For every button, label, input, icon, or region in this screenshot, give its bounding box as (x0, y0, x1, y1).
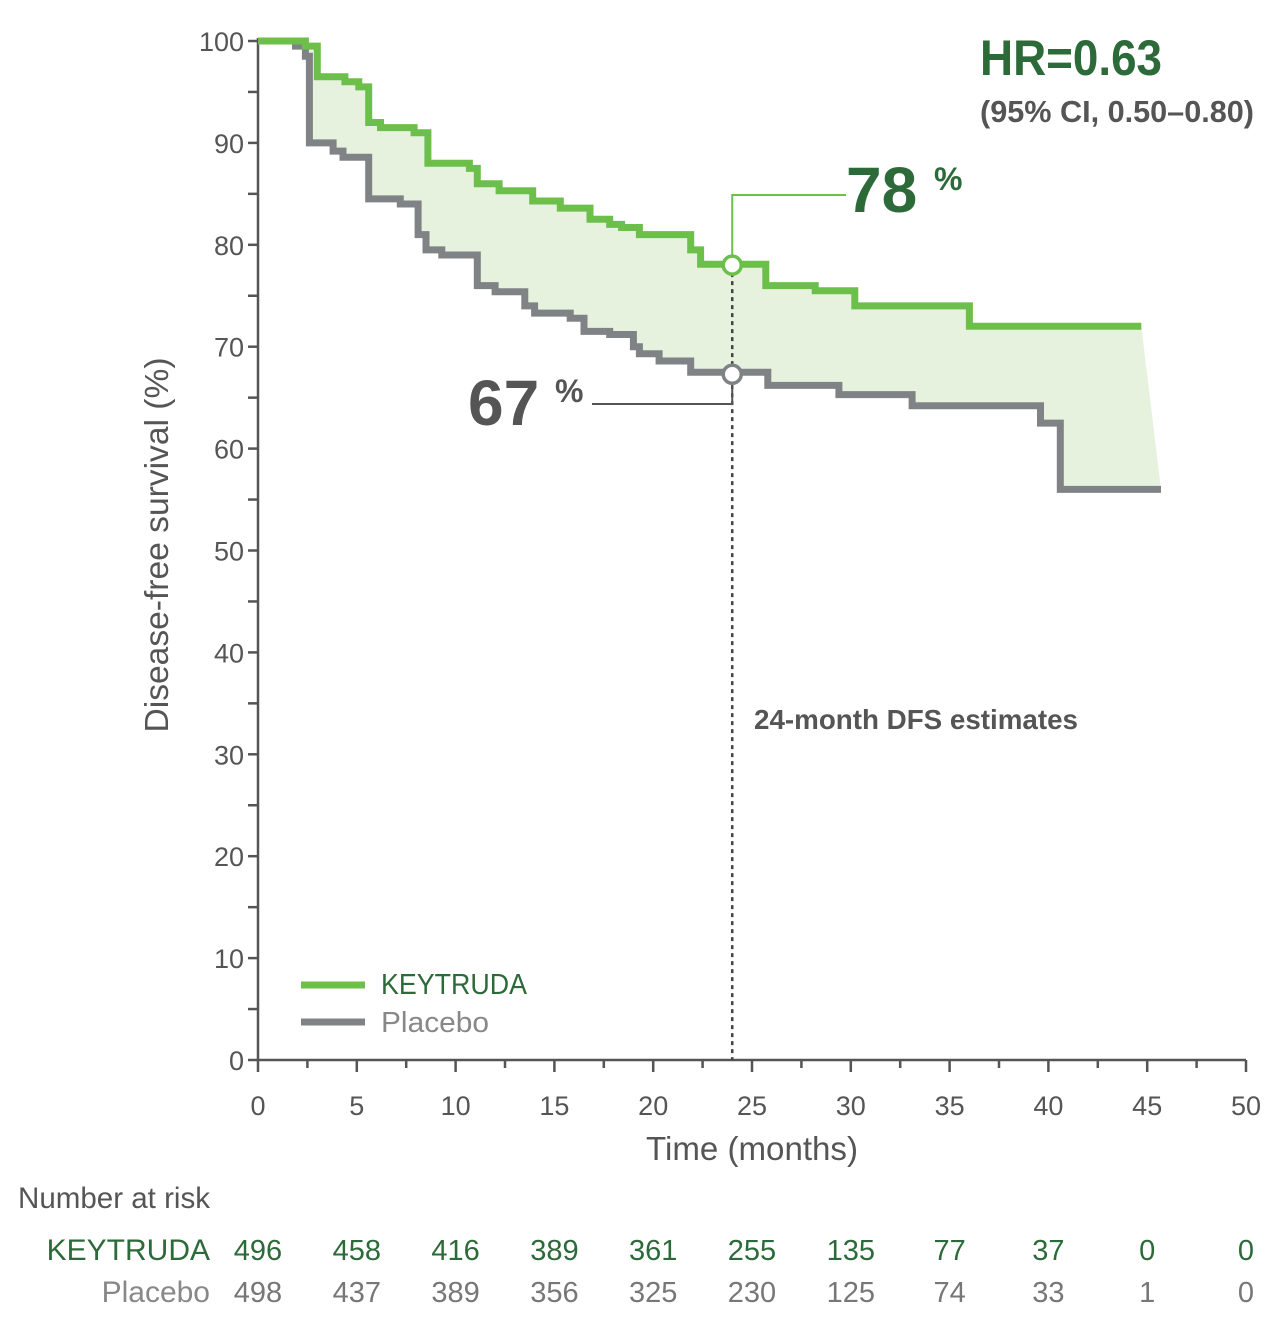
y-axis-label: Disease-free survival (%) (138, 358, 175, 733)
risk-value: 77 (933, 1235, 965, 1267)
x-tick-label: 0 (250, 1091, 265, 1121)
risk-table-title: Number at risk (18, 1182, 211, 1215)
risk-value: 0 (1238, 1235, 1254, 1267)
hr-ci: (95% CI, 0.50–0.80) (980, 94, 1254, 129)
x-tick-label: 40 (1033, 1091, 1063, 1121)
risk-value: 389 (530, 1235, 578, 1267)
y-tick-label: 60 (214, 435, 244, 465)
keytruda-24m-marker (721, 254, 743, 276)
y-tick-label: 50 (214, 537, 244, 567)
risk-value: 135 (827, 1235, 875, 1267)
legend-placebo-label: Placebo (381, 1007, 489, 1039)
x-tick-label: 10 (441, 1091, 471, 1121)
estimate-label: 24-month DFS estimates (754, 704, 1078, 735)
risk-value: 230 (728, 1277, 776, 1309)
risk-value: 1 (1139, 1277, 1155, 1309)
risk-value: 255 (728, 1235, 776, 1267)
risk-value: 416 (431, 1235, 479, 1267)
risk-value: 389 (431, 1277, 479, 1309)
keytruda-estimate-value: 78 (846, 154, 917, 226)
legend-keytruda-label: KEYTRUDA (381, 969, 528, 1001)
placebo-estimate-value: 67 (468, 367, 539, 439)
risk-value: 437 (333, 1277, 381, 1309)
keytruda-curve (258, 37, 1142, 330)
x-tick-label: 35 (935, 1091, 965, 1121)
keytruda-estimate-leader (731, 194, 846, 266)
risk-value: 74 (933, 1277, 965, 1309)
placebo-curve (258, 37, 1161, 493)
y-tick-label: 80 (214, 231, 244, 261)
x-tick-label: 20 (638, 1091, 668, 1121)
y-tick-label: 0 (229, 1046, 244, 1076)
risk-value: 0 (1139, 1235, 1155, 1267)
risk-value: 125 (827, 1277, 875, 1309)
y-tick-label: 30 (214, 740, 244, 770)
risk-value: 361 (629, 1235, 677, 1267)
x-tick-label: 15 (539, 1091, 569, 1121)
y-tick-label: 70 (214, 333, 244, 363)
risk-value: 33 (1032, 1277, 1064, 1309)
risk-value: 496 (234, 1235, 282, 1267)
risk-value: 498 (234, 1277, 282, 1309)
placebo-24m-marker (721, 363, 743, 385)
y-tick-label: 20 (214, 842, 244, 872)
x-axis-label: Time (months) (646, 1130, 858, 1167)
x-tick-label: 30 (836, 1091, 866, 1121)
keytruda-estimate-unit: % (934, 161, 962, 197)
risk-value: 37 (1032, 1235, 1064, 1267)
x-tick-label: 45 (1132, 1091, 1162, 1121)
risk-value: 356 (530, 1277, 578, 1309)
risk-row-label: Placebo (102, 1276, 210, 1309)
risk-value: 325 (629, 1277, 677, 1309)
y-tick-label: 10 (214, 944, 244, 974)
x-tick-label: 5 (349, 1091, 364, 1121)
risk-row-label: KEYTRUDA (47, 1234, 210, 1267)
hr-value: HR=0.63 (980, 30, 1162, 86)
risk-value: 0 (1238, 1277, 1254, 1309)
y-tick-label: 40 (214, 638, 244, 668)
x-tick-label: 25 (737, 1091, 767, 1121)
y-tick-label: 100 (199, 27, 244, 57)
placebo-estimate-unit: % (555, 373, 583, 409)
y-tick-label: 90 (214, 129, 244, 159)
placebo-estimate-leader (592, 374, 734, 405)
x-tick-label: 50 (1231, 1091, 1261, 1121)
risk-value: 458 (333, 1235, 381, 1267)
